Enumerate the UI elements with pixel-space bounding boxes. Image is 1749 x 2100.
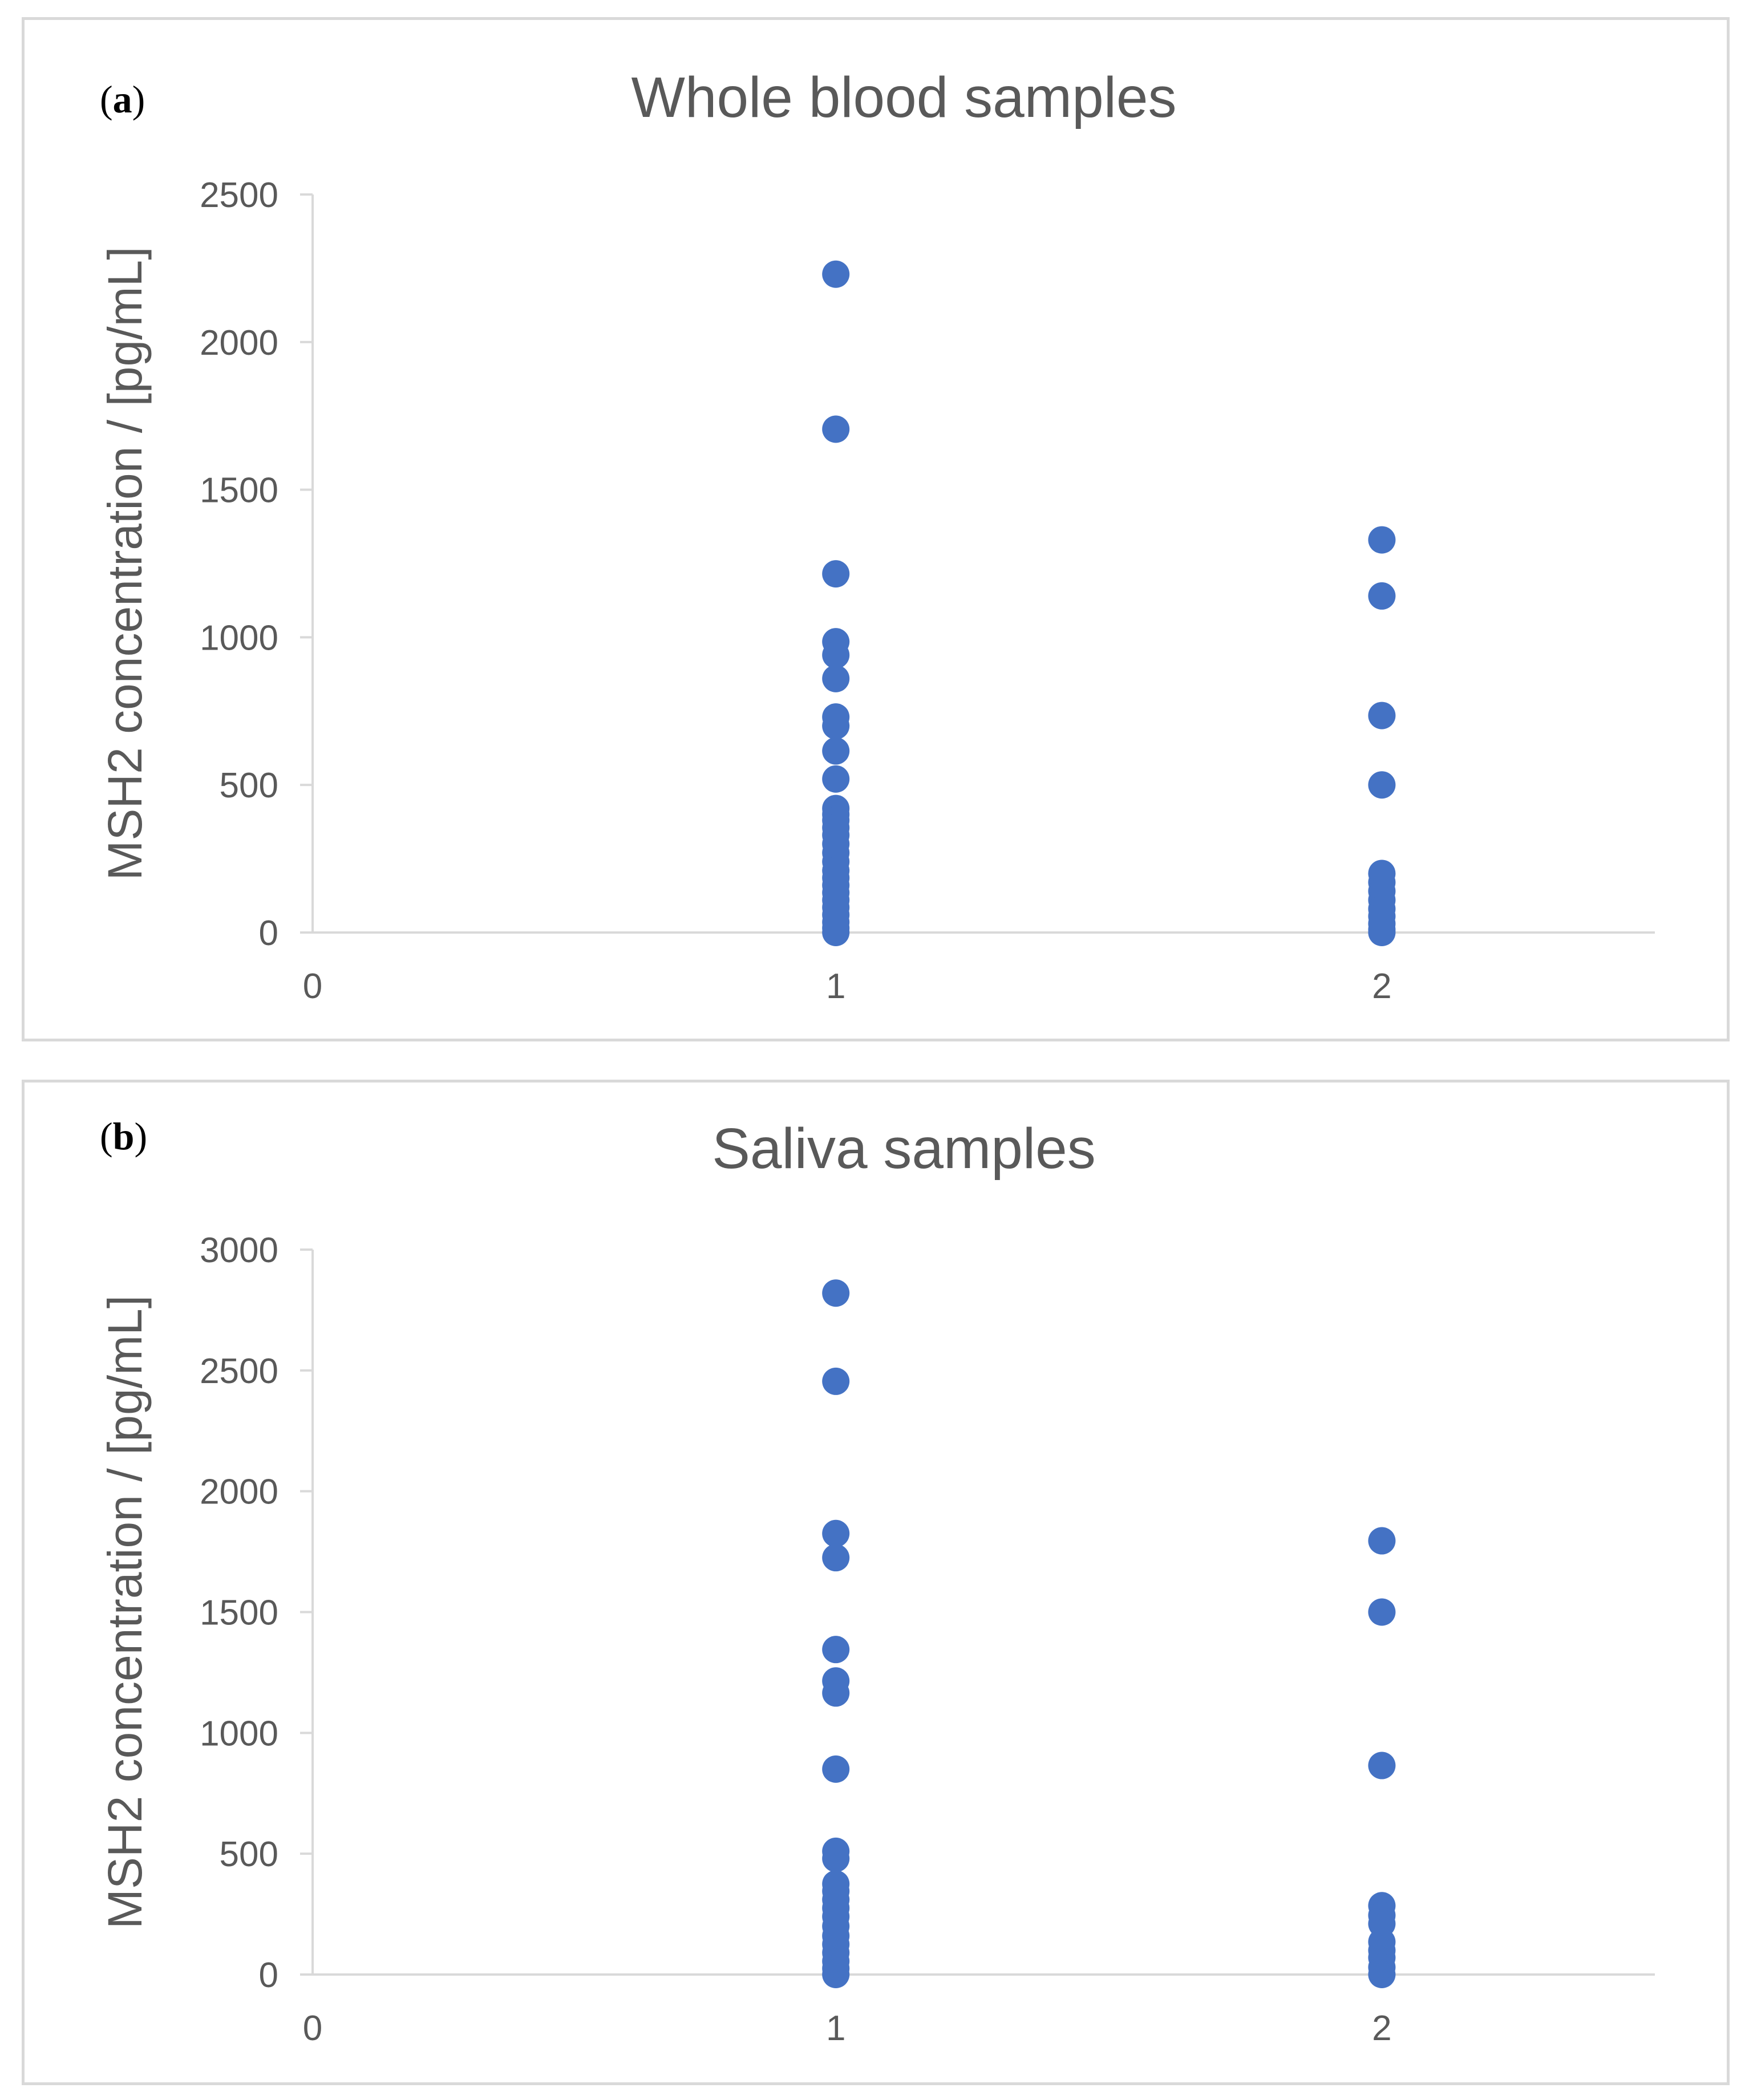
data-point (822, 1367, 850, 1395)
data-point (822, 664, 850, 692)
data-point (1368, 1752, 1396, 1779)
saliva-scatter-plot: Saliva samples MSH2 concentration / [pg/m… (98, 1117, 1655, 2048)
data-point (822, 1519, 850, 1547)
chart-title: Saliva samples (712, 1117, 1096, 1181)
data-point (822, 737, 850, 765)
chart-title: Whole blood samples (631, 66, 1176, 129)
chart-panel-b: (b) Saliva samples MSH2 concentration / [… (22, 1080, 1730, 2085)
data-point (822, 1544, 850, 1572)
y-tick-label: 500 (220, 766, 278, 805)
data-point (1368, 1527, 1396, 1555)
chart-panel-a: (a) Whole blood samples MSH2 concentratio… (22, 17, 1730, 1041)
y-tick-label: 2000 (200, 1473, 278, 1512)
data-point (822, 712, 850, 740)
x-tick-label: 2 (1372, 967, 1391, 1006)
panel-label-b: (b) (100, 1114, 148, 1158)
y-tick-label: 0 (259, 914, 278, 953)
data-point (822, 641, 850, 669)
data-point (1368, 702, 1396, 729)
data-point (822, 765, 850, 793)
x-tick-label: 2 (1372, 2009, 1391, 2048)
data-point (1368, 919, 1396, 946)
y-tick-label: 2500 (200, 176, 278, 215)
y-tick-label: 3000 (200, 1231, 278, 1270)
data-point (1368, 1961, 1396, 1988)
data-point (822, 1755, 850, 1783)
y-tick-label: 0 (259, 1956, 278, 1995)
y-axis-label: MSH2 concentration / [pg/mL] (98, 246, 152, 880)
data-point (1368, 771, 1396, 799)
y-tick-label: 1000 (200, 1714, 278, 1753)
data-point (822, 1679, 850, 1707)
x-tick-label: 1 (826, 2009, 845, 2048)
data-point (822, 260, 850, 288)
y-tick-label: 1500 (200, 1594, 278, 1633)
y-tick-label: 2500 (200, 1352, 278, 1391)
data-point (822, 1636, 850, 1664)
data-point (1368, 1598, 1396, 1626)
panel-label-a: (a) (100, 78, 145, 121)
y-tick-label: 500 (220, 1835, 278, 1874)
y-tick-label: 1000 (200, 618, 278, 658)
data-point (822, 1279, 850, 1307)
data-point (822, 560, 850, 588)
x-tick-label: 1 (826, 967, 845, 1006)
data-point (1368, 582, 1396, 610)
data-point (822, 919, 850, 946)
data-point (822, 1961, 850, 1988)
x-tick-label: 0 (303, 967, 322, 1006)
y-axis-label: MSH2 concentration / [pg/mL] (98, 1295, 152, 1929)
x-tick-label: 0 (303, 2009, 322, 2048)
y-tick-label: 2000 (200, 323, 278, 363)
data-point (822, 1844, 850, 1872)
data-point (1368, 526, 1396, 554)
whole-blood-scatter-plot: Whole blood samples MSH2 concentration / … (98, 66, 1655, 1006)
data-point (822, 415, 850, 443)
y-tick-label: 1500 (200, 471, 278, 510)
